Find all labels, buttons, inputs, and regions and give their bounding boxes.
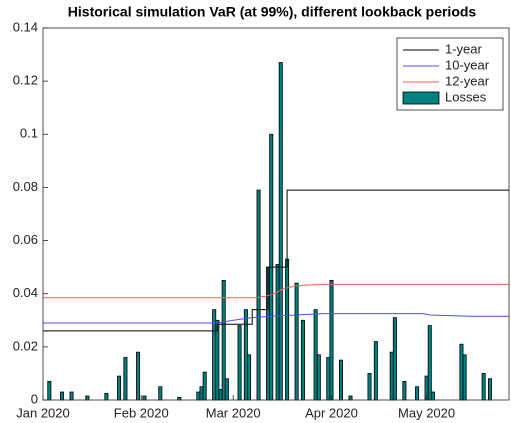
bar — [415, 386, 420, 401]
bar — [117, 375, 122, 401]
bar — [367, 373, 372, 401]
bar — [462, 354, 467, 401]
bar — [104, 392, 109, 401]
line — [43, 283, 509, 299]
y-tick-label: 0.04 — [13, 285, 38, 300]
y-tick-label: 0.12 — [13, 73, 38, 88]
bar — [215, 319, 220, 401]
bar — [85, 395, 90, 401]
y-tick-label: 0.08 — [13, 179, 38, 194]
bar — [326, 357, 331, 401]
bar — [243, 309, 248, 401]
line — [43, 189, 509, 332]
bar — [47, 380, 52, 401]
y-tick-label: 0.06 — [13, 232, 38, 247]
line — [43, 313, 509, 324]
bar — [136, 351, 141, 401]
legend-label: 1-year — [445, 41, 483, 56]
bar — [459, 343, 464, 401]
bar — [294, 282, 299, 401]
bar — [300, 319, 305, 401]
legend-swatch — [402, 91, 440, 105]
bar — [316, 354, 321, 401]
x-tick-label: Apr 2020 — [305, 405, 358, 420]
bar — [247, 354, 252, 401]
bar — [142, 395, 147, 401]
bar — [278, 62, 283, 401]
bar — [389, 351, 394, 401]
y-tick-label: 0.14 — [13, 19, 38, 34]
axes-box — [42, 27, 510, 401]
bar — [329, 280, 334, 401]
legend-label: 10-year — [445, 57, 490, 72]
bar — [123, 357, 128, 401]
x-tick-label: Jan 2020 — [16, 405, 70, 420]
bar — [221, 280, 226, 401]
bar — [196, 391, 201, 401]
bar — [348, 395, 353, 401]
bar — [427, 325, 432, 401]
chart-title: Historical simulation VaR (at 99%), diff… — [68, 4, 477, 20]
bar — [218, 388, 223, 401]
legend-label: Losses — [445, 89, 487, 104]
bar — [275, 264, 280, 401]
bar — [392, 317, 397, 401]
bar — [202, 371, 207, 401]
bar — [158, 386, 163, 401]
y-tick-label: 0.02 — [13, 338, 38, 353]
legend-label: 12-year — [445, 73, 490, 88]
x-tick-label: May 2020 — [398, 405, 455, 420]
bar — [199, 386, 204, 401]
bar — [313, 309, 318, 401]
bar — [373, 341, 378, 401]
bar — [69, 391, 74, 401]
bar — [60, 391, 65, 401]
bar — [430, 391, 435, 401]
x-tick-label: Feb 2020 — [114, 405, 169, 420]
y-tick-label: 0 — [31, 391, 38, 406]
bar — [481, 373, 486, 401]
bar — [487, 378, 492, 401]
bar — [224, 378, 229, 401]
y-tick-label: 0.1 — [20, 126, 38, 141]
bar — [237, 325, 242, 401]
bar — [402, 380, 407, 401]
bar — [256, 189, 261, 401]
bar — [338, 359, 343, 401]
bar — [285, 258, 290, 401]
x-tick-label: Mar 2020 — [206, 405, 261, 420]
